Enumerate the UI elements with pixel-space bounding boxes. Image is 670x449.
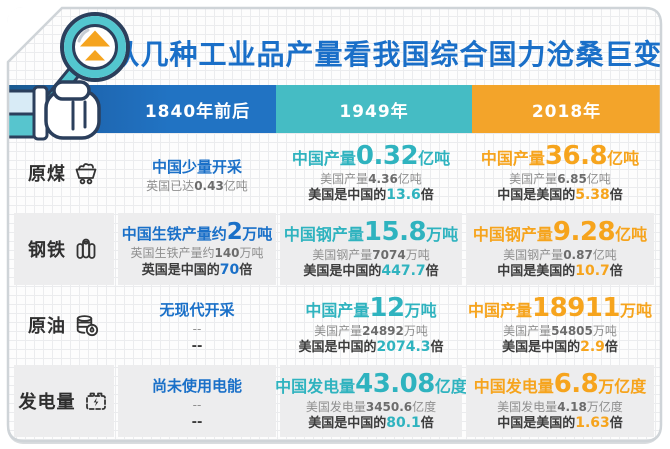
table-row-power: 发电量 尚未使用电能 -- -- 中国发电量43.08亿度 [14, 365, 654, 437]
row-label-steel: 钢铁 [28, 240, 66, 261]
table-row-steel: 钢铁 中国生铁产量约2万吨 英国生铁产量约140万吨 英国是中国的70倍 [14, 213, 654, 285]
magnifier-icon [7, 12, 130, 141]
header-cell-1949: 1949年 [276, 85, 472, 133]
cell-secondary-text: 美国发电量3450.6亿度 [305, 400, 437, 414]
row-header-power: 发电量 [14, 365, 114, 437]
cell-primary-text: 中国少量开采 [151, 157, 242, 176]
cell-secondary-text: 美国产量4.36亿吨 [320, 172, 422, 186]
cell-secondary-text: 美国产量24892万吨 [314, 324, 428, 338]
cell-oil-2018: 中国产量18911万吨 美国产量54805万吨 美国是中国的2.9倍 [466, 289, 654, 361]
cell-secondary-text: 美国产量54805万吨 [503, 324, 617, 338]
cell-ratio-text: -- [191, 414, 203, 430]
cell-ratio-text: 英国是中国的70倍 [141, 261, 253, 278]
cell-coal-2018: 中国产量36.8亿吨 美国产量6.85亿吨 中国是美国的5.38倍 [466, 137, 654, 209]
cell-ratio-text: 美国是中国的13.6倍 [308, 187, 434, 204]
cell-oil-1949: 中国产量12万吨 美国产量24892万吨 美国是中国的2074.3倍 [280, 289, 462, 361]
oil-barrel-icon [72, 311, 100, 339]
cell-primary-text: 中国发电量43.08亿度 [275, 369, 467, 400]
steel-pipes-icon [72, 235, 100, 263]
row-header-steel: 钢铁 [14, 213, 114, 285]
cell-primary-text: 中国钢产量9.28亿吨 [472, 217, 648, 248]
cell-primary-text: 中国发电量6.8万亿度 [473, 369, 647, 400]
coal-cart-icon [72, 159, 100, 187]
cell-secondary-text: 美国钢产量7074万吨 [312, 248, 430, 262]
cell-secondary-text: 英国生铁产量约140万吨 [130, 246, 264, 261]
cell-secondary-text: 美国产量6.85亿吨 [509, 172, 611, 186]
cell-primary-text: 中国产量0.32亿吨 [291, 141, 451, 172]
cell-primary-text: 中国钢产量15.8万吨 [283, 217, 459, 248]
cell-power-2018: 中国发电量6.8万亿度 美国发电量4.18万亿度 中国是美国的1.63倍 [466, 365, 654, 437]
cell-ratio-text: 中国是美国的5.38倍 [497, 187, 623, 204]
cell-primary-text: 中国产量12万吨 [305, 293, 437, 324]
cell-secondary-text: 美国钢产量0.87亿吨 [503, 248, 617, 262]
row-label-coal: 原煤 [28, 164, 66, 185]
cell-ratio-text: 美国是中国的2074.3倍 [298, 339, 444, 356]
cell-ratio-text: 美国是中国的447.7倍 [303, 263, 439, 280]
row-label-power: 发电量 [18, 392, 76, 413]
cell-ratio-text: 美国是中国的80.1倍 [308, 415, 434, 432]
cell-steel-2018: 中国钢产量9.28亿吨 美国钢产量0.87亿吨 中国是美国的10.7倍 [466, 213, 654, 285]
row-header-oil: 原油 [14, 289, 114, 361]
table-body: 原煤 中国少量开采 英国已达0.43亿吨 中国产量0.32亿 [7, 137, 661, 437]
battery-icon [82, 387, 110, 415]
cell-secondary-text: -- [192, 322, 202, 337]
cell-secondary-text: 美国发电量4.18万亿度 [497, 400, 623, 414]
cell-ratio-text: 中国是美国的10.7倍 [497, 263, 623, 280]
infographic-card: 从几种工业品产量看我国综合国力沧桑巨变 1840年前后 1949年 2018年 … [7, 7, 661, 441]
cell-ratio-text: -- [191, 338, 203, 354]
cell-primary-text: 无现代开采 [159, 301, 235, 320]
hand-icon [7, 80, 101, 141]
cell-coal-1949: 中国产量0.32亿吨 美国产量4.36亿吨 美国是中国的13.6倍 [280, 137, 462, 209]
cell-power-1949: 中国发电量43.08亿度 美国发电量3450.6亿度 美国是中国的80.1倍 [275, 365, 467, 437]
cell-steel-1840: 中国生铁产量约2万吨 英国生铁产量约140万吨 英国是中国的70倍 [118, 213, 276, 285]
table-row-oil: 原油 无现代开采 -- -- [14, 289, 654, 361]
header-cell-2018: 2018年 [472, 85, 661, 133]
cell-oil-1840: 无现代开采 -- -- [118, 289, 276, 361]
cell-secondary-text: 英国已达0.43亿吨 [146, 179, 248, 194]
cell-steel-1949: 中国钢产量15.8万吨 美国钢产量7074万吨 美国是中国的447.7倍 [280, 213, 462, 285]
cell-primary-text: 中国生铁产量约2万吨 [121, 219, 273, 246]
page-title: 从几种工业品产量看我国综合国力沧桑巨变 [111, 38, 662, 71]
cell-ratio-text: 美国是中国的2.9倍 [502, 339, 618, 356]
cell-primary-text: 中国产量36.8亿吨 [480, 141, 640, 172]
cell-power-1840: 尚未使用电能 -- -- [118, 365, 276, 437]
cell-primary-text: 中国产量18911万吨 [468, 293, 652, 324]
cell-ratio-text: 中国是美国的1.63倍 [497, 415, 623, 432]
cell-secondary-text: -- [192, 398, 202, 413]
cell-primary-text: 尚未使用电能 [151, 377, 242, 396]
row-label-oil: 原油 [28, 316, 66, 337]
